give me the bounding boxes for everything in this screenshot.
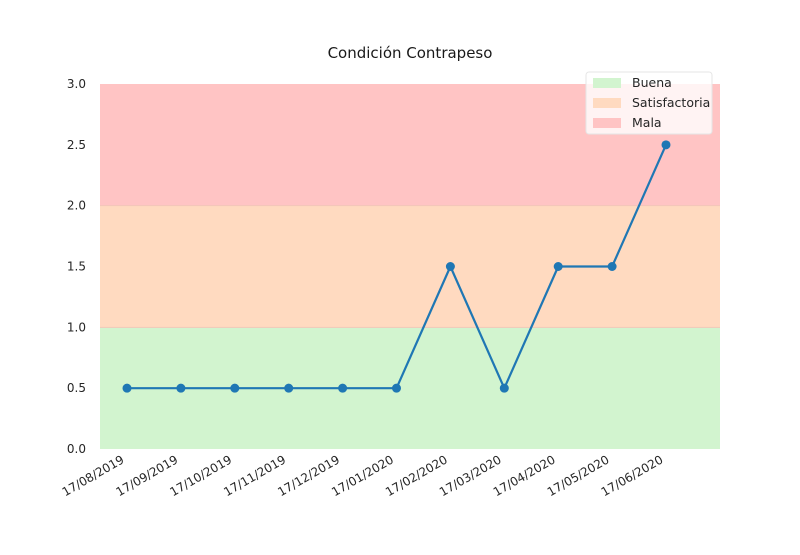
legend-label-buena: Buena [632, 75, 672, 90]
data-point [445, 262, 455, 271]
data-point [392, 383, 401, 393]
legend-label-satisfactoria: Satisfactoria [632, 95, 710, 110]
data-point [338, 383, 348, 393]
legend-swatch-satisfactoria [593, 98, 621, 108]
y-tick-label: 1.0 [67, 320, 86, 334]
data-point [230, 383, 240, 393]
background-bands [100, 84, 720, 449]
y-tick-label: 0.0 [67, 442, 86, 456]
y-tick-label: 3.0 [67, 77, 86, 91]
legend-swatch-buena [593, 78, 621, 88]
y-tick-label: 2.5 [67, 138, 86, 152]
x-axis-ticks: 17/08/201917/09/201917/10/201917/11/2019… [60, 452, 666, 499]
data-point [499, 383, 509, 393]
data-point [661, 140, 671, 150]
series-layer [122, 140, 671, 393]
y-axis-ticks: 0.0 0.5 1.0 1.5 2.0 2.5 3.0 [67, 77, 86, 456]
y-tick-label: 1.5 [67, 260, 86, 274]
legend-swatch-mala [593, 118, 621, 128]
chart-title: Condición Contrapeso [328, 44, 493, 62]
legend: Buena Satisfactoria Mala [585, 71, 713, 135]
data-point [122, 383, 132, 393]
data-point [176, 383, 186, 393]
data-point [553, 262, 563, 271]
y-tick-label: 0.5 [67, 381, 86, 395]
legend-label-mala: Mala [632, 115, 662, 130]
data-point [284, 383, 294, 393]
y-tick-label: 2.0 [67, 199, 86, 213]
band-satisfactoria [100, 205, 720, 328]
data-point [607, 262, 617, 271]
